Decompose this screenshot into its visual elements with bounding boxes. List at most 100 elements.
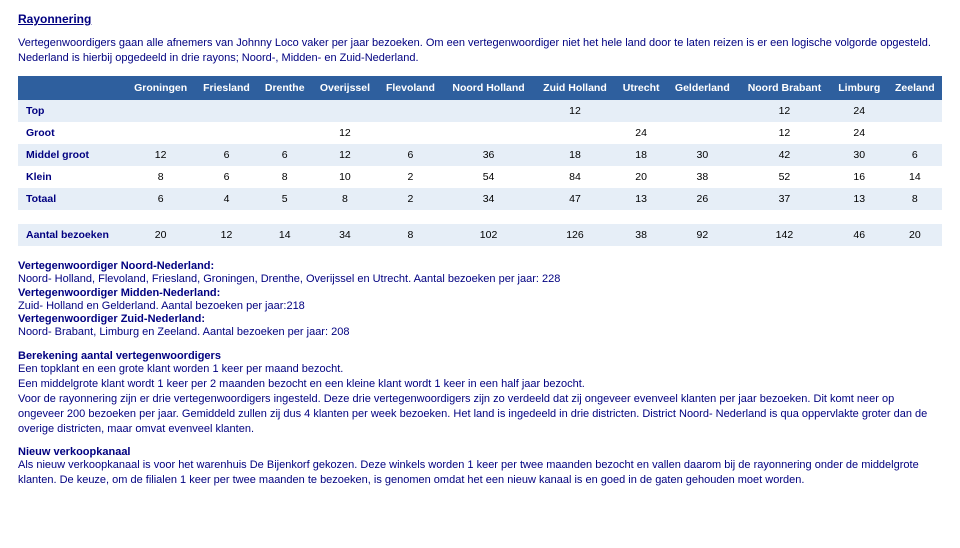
cell bbox=[378, 100, 443, 122]
cell bbox=[126, 100, 195, 122]
berekening-section: Berekening aantal vertegenwoordigers Een… bbox=[18, 350, 942, 436]
row-label: Middel groot bbox=[18, 144, 126, 166]
cell: 102 bbox=[443, 224, 534, 246]
cell bbox=[616, 100, 667, 122]
cell: 18 bbox=[534, 144, 615, 166]
table-row: Middel groot 12 6 6 12 6 36 18 18 30 42 … bbox=[18, 144, 942, 166]
table-row: Aantal bezoeken 20 12 14 34 8 102 126 38… bbox=[18, 224, 942, 246]
col-header: Utrecht bbox=[616, 76, 667, 100]
cell bbox=[667, 100, 739, 122]
table-header-row: Groningen Friesland Drenthe Overijssel F… bbox=[18, 76, 942, 100]
berekening-l3: Voor de rayonnering zijn er drie vertege… bbox=[18, 392, 942, 437]
cell: 24 bbox=[831, 100, 888, 122]
cell: 18 bbox=[616, 144, 667, 166]
cell: 142 bbox=[738, 224, 831, 246]
cell: 16 bbox=[831, 166, 888, 188]
cell: 46 bbox=[831, 224, 888, 246]
cell bbox=[443, 122, 534, 144]
cell: 12 bbox=[738, 100, 831, 122]
cell: 8 bbox=[258, 166, 312, 188]
table-row: Groot 12 24 12 24 bbox=[18, 122, 942, 144]
cell: 6 bbox=[258, 144, 312, 166]
cell bbox=[888, 122, 942, 144]
table-row: Totaal 6 4 5 8 2 34 47 13 26 37 13 8 bbox=[18, 188, 942, 210]
cell bbox=[258, 100, 312, 122]
cell: 34 bbox=[443, 188, 534, 210]
table-row: Klein 8 6 8 10 2 54 84 20 38 52 16 14 bbox=[18, 166, 942, 188]
cell: 13 bbox=[616, 188, 667, 210]
col-header: Friesland bbox=[195, 76, 257, 100]
cell: 36 bbox=[443, 144, 534, 166]
cell: 84 bbox=[534, 166, 615, 188]
cell: 13 bbox=[831, 188, 888, 210]
cell: 37 bbox=[738, 188, 831, 210]
cell bbox=[195, 122, 257, 144]
header-blank bbox=[18, 76, 126, 100]
row-label: Totaal bbox=[18, 188, 126, 210]
nieuw-body: Als nieuw verkoopkanaal is voor het ware… bbox=[18, 458, 942, 488]
rayonnering-table: Groningen Friesland Drenthe Overijssel F… bbox=[18, 76, 942, 246]
cell: 30 bbox=[831, 144, 888, 166]
cell: 126 bbox=[534, 224, 615, 246]
berekening-l2: Een middelgrote klant wordt 1 keer per 2… bbox=[18, 377, 942, 392]
cell: 8 bbox=[126, 166, 195, 188]
cell: 26 bbox=[667, 188, 739, 210]
col-header: Overijssel bbox=[312, 76, 378, 100]
cell: 8 bbox=[888, 188, 942, 210]
rep-zuid-head: Vertegenwoordiger Zuid-Nederland: bbox=[18, 313, 942, 325]
cell: 6 bbox=[195, 166, 257, 188]
cell: 92 bbox=[667, 224, 739, 246]
cell: 8 bbox=[312, 188, 378, 210]
table-row: Top 12 12 24 bbox=[18, 100, 942, 122]
cell: 5 bbox=[258, 188, 312, 210]
row-label: Aantal bezoeken bbox=[18, 224, 126, 246]
cell: 6 bbox=[195, 144, 257, 166]
berekening-head: Berekening aantal vertegenwoordigers bbox=[18, 350, 942, 362]
intro-text: Vertegenwoordigers gaan alle afnemers va… bbox=[18, 36, 942, 66]
cell: 6 bbox=[888, 144, 942, 166]
cell: 24 bbox=[616, 122, 667, 144]
cell: 12 bbox=[738, 122, 831, 144]
cell: 12 bbox=[195, 224, 257, 246]
row-label: Groot bbox=[18, 122, 126, 144]
cell bbox=[534, 122, 615, 144]
cell bbox=[443, 100, 534, 122]
cell bbox=[378, 122, 443, 144]
cell: 42 bbox=[738, 144, 831, 166]
cell bbox=[667, 122, 739, 144]
col-header: Gelderland bbox=[667, 76, 739, 100]
col-header: Limburg bbox=[831, 76, 888, 100]
cell: 12 bbox=[534, 100, 615, 122]
nieuw-section: Nieuw verkoopkanaal Als nieuw verkoopkan… bbox=[18, 446, 942, 488]
rep-midden-body: Zuid- Holland en Gelderland. Aantal bezo… bbox=[18, 299, 942, 314]
cell: 52 bbox=[738, 166, 831, 188]
cell: 38 bbox=[616, 224, 667, 246]
cell: 54 bbox=[443, 166, 534, 188]
cell: 14 bbox=[888, 166, 942, 188]
cell: 12 bbox=[312, 144, 378, 166]
cell: 6 bbox=[378, 144, 443, 166]
row-label: Top bbox=[18, 100, 126, 122]
cell bbox=[195, 100, 257, 122]
cell: 4 bbox=[195, 188, 257, 210]
cell bbox=[126, 122, 195, 144]
cell: 2 bbox=[378, 166, 443, 188]
cell: 20 bbox=[126, 224, 195, 246]
cell: 34 bbox=[312, 224, 378, 246]
cell: 2 bbox=[378, 188, 443, 210]
berekening-l1: Een topklant en een grote klant worden 1… bbox=[18, 362, 942, 377]
nieuw-head: Nieuw verkoopkanaal bbox=[18, 446, 942, 458]
rep-zuid-body: Noord- Brabant, Limburg en Zeeland. Aant… bbox=[18, 325, 942, 340]
rep-noord-body: Noord- Holland, Flevoland, Friesland, Gr… bbox=[18, 272, 942, 287]
cell: 12 bbox=[312, 122, 378, 144]
cell: 47 bbox=[534, 188, 615, 210]
cell: 24 bbox=[831, 122, 888, 144]
col-header: Zuid Holland bbox=[534, 76, 615, 100]
rep-noord-head: Vertegenwoordiger Noord-Nederland: bbox=[18, 260, 942, 272]
col-header: Flevoland bbox=[378, 76, 443, 100]
col-header: Zeeland bbox=[888, 76, 942, 100]
page-title: Rayonnering bbox=[18, 12, 942, 26]
col-header: Noord Brabant bbox=[738, 76, 831, 100]
col-header: Groningen bbox=[126, 76, 195, 100]
cell: 30 bbox=[667, 144, 739, 166]
